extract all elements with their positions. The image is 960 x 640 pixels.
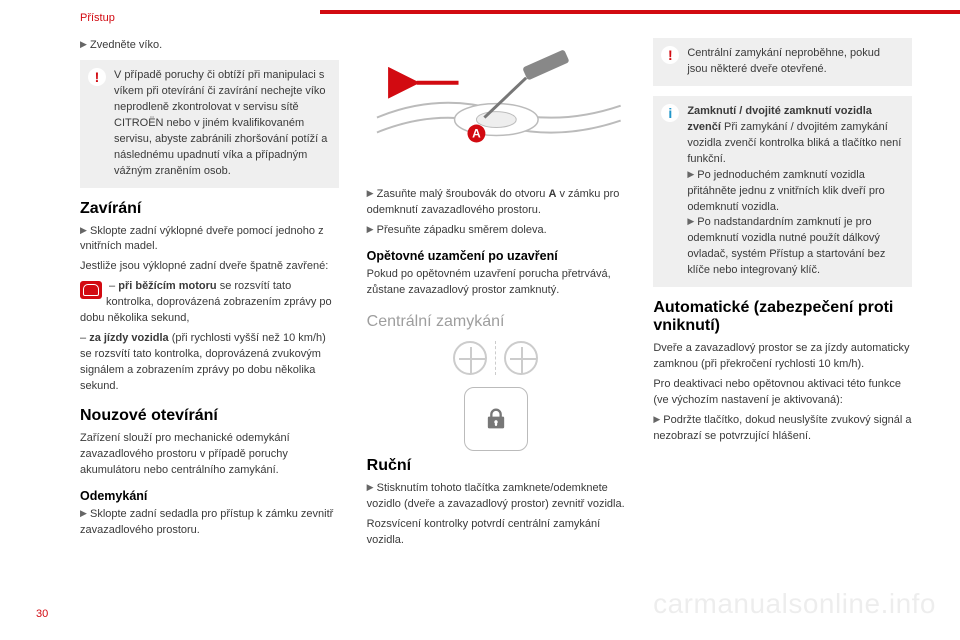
auto-bullet: ▶ Podržte tlačítko, dokud neuslyšíte zvu… xyxy=(653,413,912,445)
auto-bullet-text: Podržte tlačítko, dokud neuslyšíte zvuko… xyxy=(653,414,911,442)
illustration-screwdriver: A xyxy=(367,38,626,177)
relocking-text: Pokud po opětovném uzavření porucha přet… xyxy=(367,267,626,299)
closing-bullet: ▶ Sklopte zadní výklopné dveře pomocí je… xyxy=(80,224,339,256)
lock-button-illustration xyxy=(464,387,528,451)
steering-wheel-icon-left xyxy=(453,341,487,375)
warning-lamp-icon xyxy=(80,281,102,299)
screwdriver-bullet: ▶ Zasuňte malý šroubovák do otvoru A v z… xyxy=(367,187,626,219)
closing-item-1: – při běžícím motoru se rozsvítí tato ko… xyxy=(80,279,339,327)
info-box-deadlock: i Zamknutí / dvojité zamknutí vozidla zv… xyxy=(653,96,912,287)
heading-unlocking: Odemykání xyxy=(80,489,339,503)
manual-text: Rozsvícení kontrolky potvrdí centrální z… xyxy=(367,517,626,549)
heading-emergency: Nouzové otevírání xyxy=(80,407,339,425)
tri-icon: ▶ xyxy=(687,215,694,228)
closing-item-2-strong: za jízdy vozidla xyxy=(89,332,168,344)
tri-icon: ▶ xyxy=(367,481,374,494)
closing-item-1-strong: při běžícím motoru xyxy=(118,280,216,292)
heading-manual: Ruční xyxy=(367,457,626,475)
unlocking-bullet: ▶ Sklopte zadní sedadla pro přístup k zá… xyxy=(80,507,339,539)
page-number: 30 xyxy=(36,608,48,620)
heading-automatic: Automatické (zabezpečení proti vniknutí) xyxy=(653,299,912,335)
warning-icon: ! xyxy=(88,68,106,86)
bullet-lift-lid: ▶ Zvedněte víko. xyxy=(80,38,339,54)
warning-lid-text: V případě poruchy či obtíží při manipula… xyxy=(114,69,327,177)
tri-icon: ▶ xyxy=(80,38,87,51)
tri-icon: ▶ xyxy=(367,223,374,236)
warning-box-lid: ! V případě poruchy či obtíží při manipu… xyxy=(80,60,339,188)
warning-box-central: ! Centrální zamykání neproběhne, pokud j… xyxy=(653,38,912,86)
warning-icon: ! xyxy=(661,46,679,64)
steering-wheel-illustration xyxy=(367,341,626,375)
info-bullet-2: Po nadstandardním zamknutí je pro odemkn… xyxy=(687,216,885,276)
info-icon: i xyxy=(661,104,679,122)
tri-icon: ▶ xyxy=(367,187,374,200)
tri-icon: ▶ xyxy=(80,224,87,237)
watermark: carmanualsonline.info xyxy=(653,588,936,620)
tri-icon: ▶ xyxy=(653,413,660,426)
heading-central-locking: Centrální zamykání xyxy=(367,313,626,331)
closing-bullet-text: Sklopte zadní výklopné dveře pomocí jedn… xyxy=(80,225,324,253)
heading-relocking: Opětovné uzamčení po uzavření xyxy=(367,249,626,263)
page-header: Přístup xyxy=(80,12,115,24)
screwdriver-text-1: Zasuňte malý šroubovák do otvoru xyxy=(377,188,549,200)
heading-closing: Zavírání xyxy=(80,200,339,218)
slide-latch-bullet: ▶ Přesuňte západku směrem doleva. xyxy=(367,223,626,239)
tri-icon: ▶ xyxy=(687,168,694,181)
closing-intro: Jestliže jsou výklopné zadní dveře špatn… xyxy=(80,259,339,275)
auto-text-1: Dveře a zavazadlový prostor se za jízdy … xyxy=(653,341,912,373)
tri-icon: ▶ xyxy=(80,507,87,520)
divider-icon xyxy=(495,341,496,375)
warning-central-text: Centrální zamykání neproběhne, pokud jso… xyxy=(687,47,880,75)
svg-text:A: A xyxy=(472,126,481,140)
manual-bullet-text: Stisknutím tohoto tlačítka zamknete/odem… xyxy=(367,482,625,510)
slide-latch-text: Přesuňte západku směrem doleva. xyxy=(377,224,547,236)
manual-bullet: ▶ Stisknutím tohoto tlačítka zamknete/od… xyxy=(367,481,626,513)
steering-wheel-icon-right xyxy=(504,341,538,375)
unlocking-bullet-text: Sklopte zadní sedadla pro přístup k zámk… xyxy=(80,508,333,536)
emergency-text: Zařízení slouží pro mechanické odemykání… xyxy=(80,431,339,479)
auto-text-2: Pro deaktivaci nebo opětovnou aktivaci t… xyxy=(653,377,912,409)
page-content: ▶ Zvedněte víko. ! V případě poruchy či … xyxy=(80,38,912,592)
bullet-lift-lid-text: Zvedněte víko. xyxy=(90,39,162,51)
info-bullet-1: Po jednoduchém zamknutí vozidla přitáhně… xyxy=(687,169,885,213)
top-accent-bar xyxy=(320,10,960,14)
closing-item-2: – za jízdy vozidla (při rychlosti vyšší … xyxy=(80,331,339,395)
